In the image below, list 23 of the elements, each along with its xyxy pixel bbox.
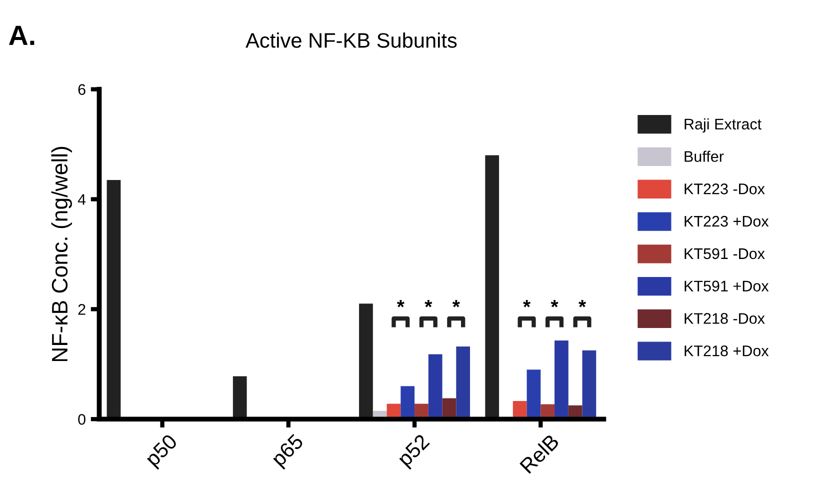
annotation: * [523,300,531,308]
annotation: * [578,300,586,308]
legend-label: KT218 +Dox [684,345,769,356]
annotation: * [424,300,432,308]
annotation: * [550,300,558,308]
legend-label: KT591 -Dox [684,248,765,260]
y-tick-label: 6 [78,84,86,95]
y-tick-label: 4 [78,194,86,205]
chart-title: Active NF-KB Subunits [246,32,457,48]
legend-label: KT223 -Dox [684,184,765,194]
x-tick-label: p50 [144,433,181,470]
y-tick-label: 2 [78,304,86,315]
legend-label: Buffer [684,150,724,162]
legend-label: Raji Extract [684,118,762,133]
y-tick-label: 0 [78,414,86,425]
legend-label: KT591 +Dox [684,280,769,292]
text: A. [8,26,34,45]
annotation: * [452,300,460,308]
x-tick-label: p52 [396,433,433,470]
annotation: * [396,300,404,308]
y-axis-title: NF-κB Conc. (ng/well) [51,146,72,362]
legend-label: KT223 +Dox [684,216,769,227]
legend-label: KT218 -Dox [684,313,765,324]
